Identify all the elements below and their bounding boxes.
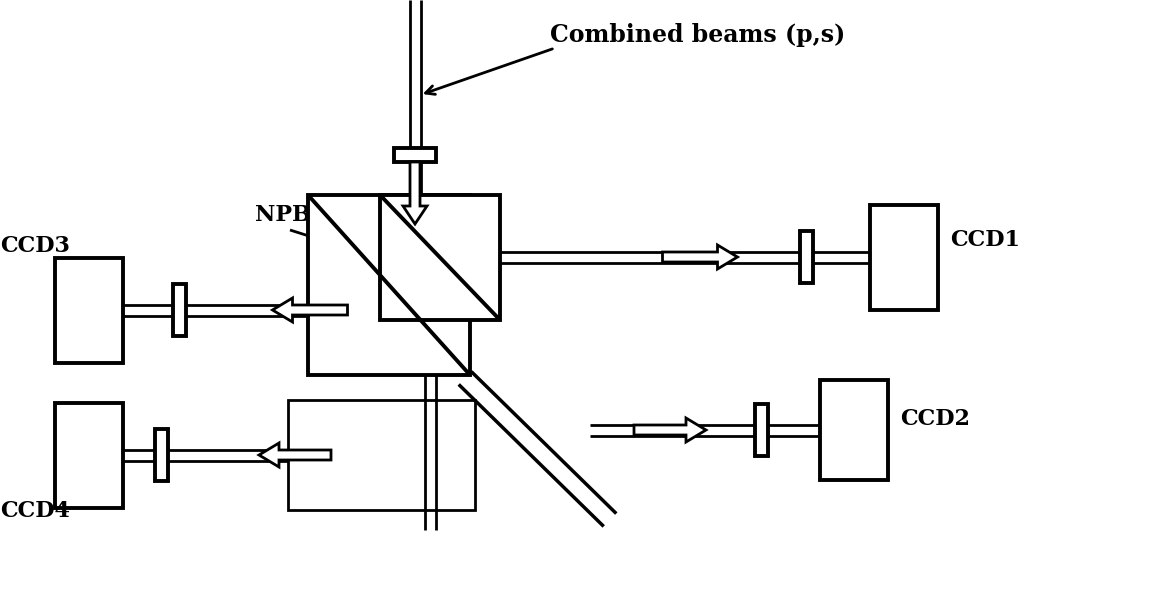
Bar bbox=[173, 284, 186, 336]
Text: Combined beams (p,s): Combined beams (p,s) bbox=[550, 23, 846, 47]
Polygon shape bbox=[663, 245, 738, 269]
Text: CCD4: CCD4 bbox=[0, 500, 70, 522]
Polygon shape bbox=[634, 418, 705, 442]
Polygon shape bbox=[272, 298, 347, 322]
Bar bbox=[870, 204, 938, 310]
Bar bbox=[380, 195, 500, 320]
Text: CCD1: CCD1 bbox=[950, 229, 1020, 251]
Bar bbox=[55, 258, 123, 362]
Text: CCD2: CCD2 bbox=[900, 408, 970, 430]
Bar bbox=[308, 195, 470, 375]
Bar bbox=[755, 404, 768, 456]
Bar bbox=[288, 400, 475, 510]
Bar bbox=[394, 148, 435, 162]
Bar bbox=[155, 429, 168, 481]
Polygon shape bbox=[259, 443, 331, 467]
Bar bbox=[800, 231, 813, 283]
Text: CCD3: CCD3 bbox=[0, 235, 70, 257]
Bar bbox=[55, 402, 123, 508]
Bar bbox=[820, 380, 888, 480]
Polygon shape bbox=[403, 162, 427, 224]
Text: NPBS: NPBS bbox=[255, 204, 327, 226]
